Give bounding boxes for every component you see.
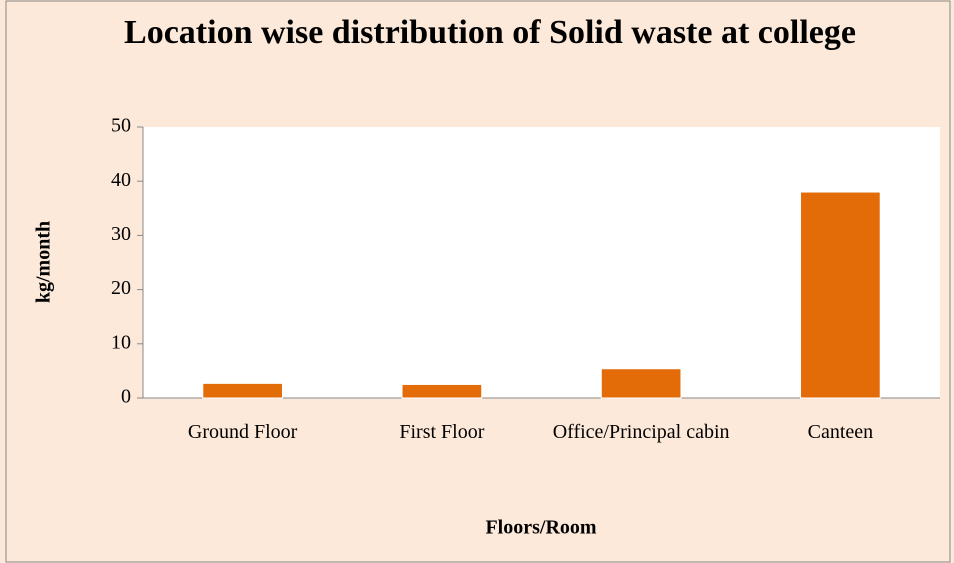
chart-title: Location wise distribution of Solid wast…	[124, 14, 856, 51]
bar	[800, 191, 881, 399]
y-tick-label: 10	[111, 331, 131, 353]
x-tick-label: Canteen	[807, 421, 874, 443]
y-tick-label: 20	[111, 277, 131, 299]
bar	[401, 383, 483, 399]
x-axis-title: Floors/Room	[485, 517, 596, 539]
y-tick-label: 50	[111, 115, 131, 137]
y-tick-label: 40	[111, 169, 131, 191]
bar	[600, 368, 682, 399]
y-axis-title: kg/month	[33, 221, 55, 303]
y-tick-label: 30	[111, 223, 131, 245]
x-tick-label: Ground Floor	[187, 421, 298, 443]
x-tick-label: First Floor	[399, 421, 485, 443]
bar	[202, 382, 283, 399]
x-tick-label: Office/Principal cabin	[552, 421, 730, 443]
y-tick-label: 0	[121, 386, 131, 408]
frame	[5, 0, 951, 563]
